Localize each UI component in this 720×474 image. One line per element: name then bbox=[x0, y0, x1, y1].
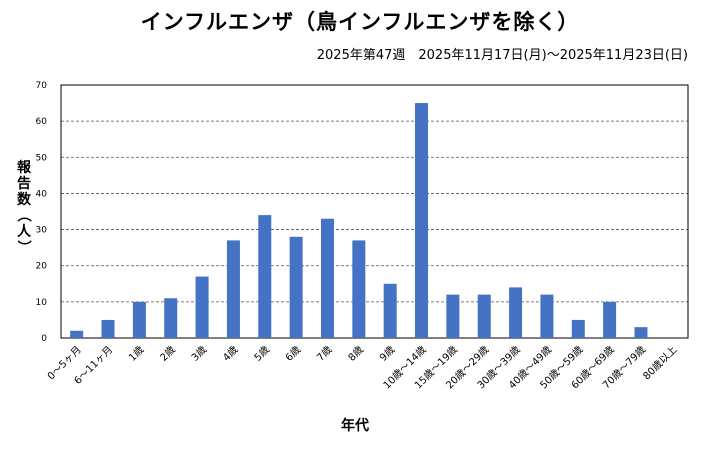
bar-7 bbox=[289, 236, 303, 338]
bar-6 bbox=[258, 215, 272, 338]
bar-5 bbox=[226, 240, 240, 338]
chart-title: インフルエンザ（鳥インフルエンザを除く） bbox=[140, 10, 580, 34]
x-tick-label: 8歳 bbox=[346, 344, 366, 364]
y-axis-title-char: 人 bbox=[17, 223, 32, 240]
y-tick-label: 50 bbox=[36, 153, 48, 163]
y-axis-title-char: ） bbox=[15, 240, 31, 254]
bar-4 bbox=[195, 276, 209, 338]
y-tick-label: 10 bbox=[36, 298, 48, 308]
bar-3 bbox=[164, 298, 178, 338]
x-tick-label: 3歳 bbox=[189, 344, 209, 364]
bar-14 bbox=[509, 287, 523, 338]
y-axis-title-char: 報 bbox=[17, 159, 32, 176]
y-tick-label: 60 bbox=[36, 117, 48, 127]
bar-0 bbox=[70, 330, 84, 338]
plot-area bbox=[60, 84, 689, 339]
chart-subtitle: 2025年第47週 2025年11月17日(月)～2025年11月23日(日) bbox=[316, 48, 688, 63]
x-tick-label: 9歳 bbox=[377, 344, 397, 364]
bar-16 bbox=[571, 319, 585, 338]
bar-2 bbox=[132, 301, 146, 338]
y-axis-title-char: 数 bbox=[17, 191, 32, 208]
y-tick-label: 40 bbox=[36, 189, 48, 199]
bar-18 bbox=[634, 327, 648, 338]
bar-9 bbox=[352, 240, 366, 338]
bar-11 bbox=[415, 103, 429, 338]
bar-10 bbox=[383, 283, 397, 338]
x-tick-label: 7歳 bbox=[315, 344, 335, 364]
x-tick-label: 2歳 bbox=[158, 344, 178, 364]
y-tick-label: 30 bbox=[36, 226, 48, 236]
y-axis-title-char: （ bbox=[15, 208, 31, 222]
x-axis-title: 年代 bbox=[341, 417, 369, 434]
x-tick-label: 1歳 bbox=[126, 344, 146, 364]
x-tick-label: 4歳 bbox=[220, 344, 240, 364]
x-tick-label: 6歳 bbox=[283, 344, 303, 364]
y-tick-label: 0 bbox=[41, 334, 47, 344]
y-tick-label: 70 bbox=[36, 81, 48, 91]
bar-12 bbox=[446, 294, 460, 338]
x-tick-label: 80歳以上 bbox=[641, 344, 680, 383]
y-axis-title-char: 告 bbox=[17, 175, 31, 192]
bar-17 bbox=[603, 301, 617, 338]
y-tick-label: 20 bbox=[36, 262, 48, 272]
bar-8 bbox=[320, 218, 334, 338]
bar-15 bbox=[540, 294, 554, 338]
bar-13 bbox=[477, 294, 491, 338]
bar-1 bbox=[101, 319, 115, 338]
x-tick-label: 5歳 bbox=[252, 344, 272, 364]
